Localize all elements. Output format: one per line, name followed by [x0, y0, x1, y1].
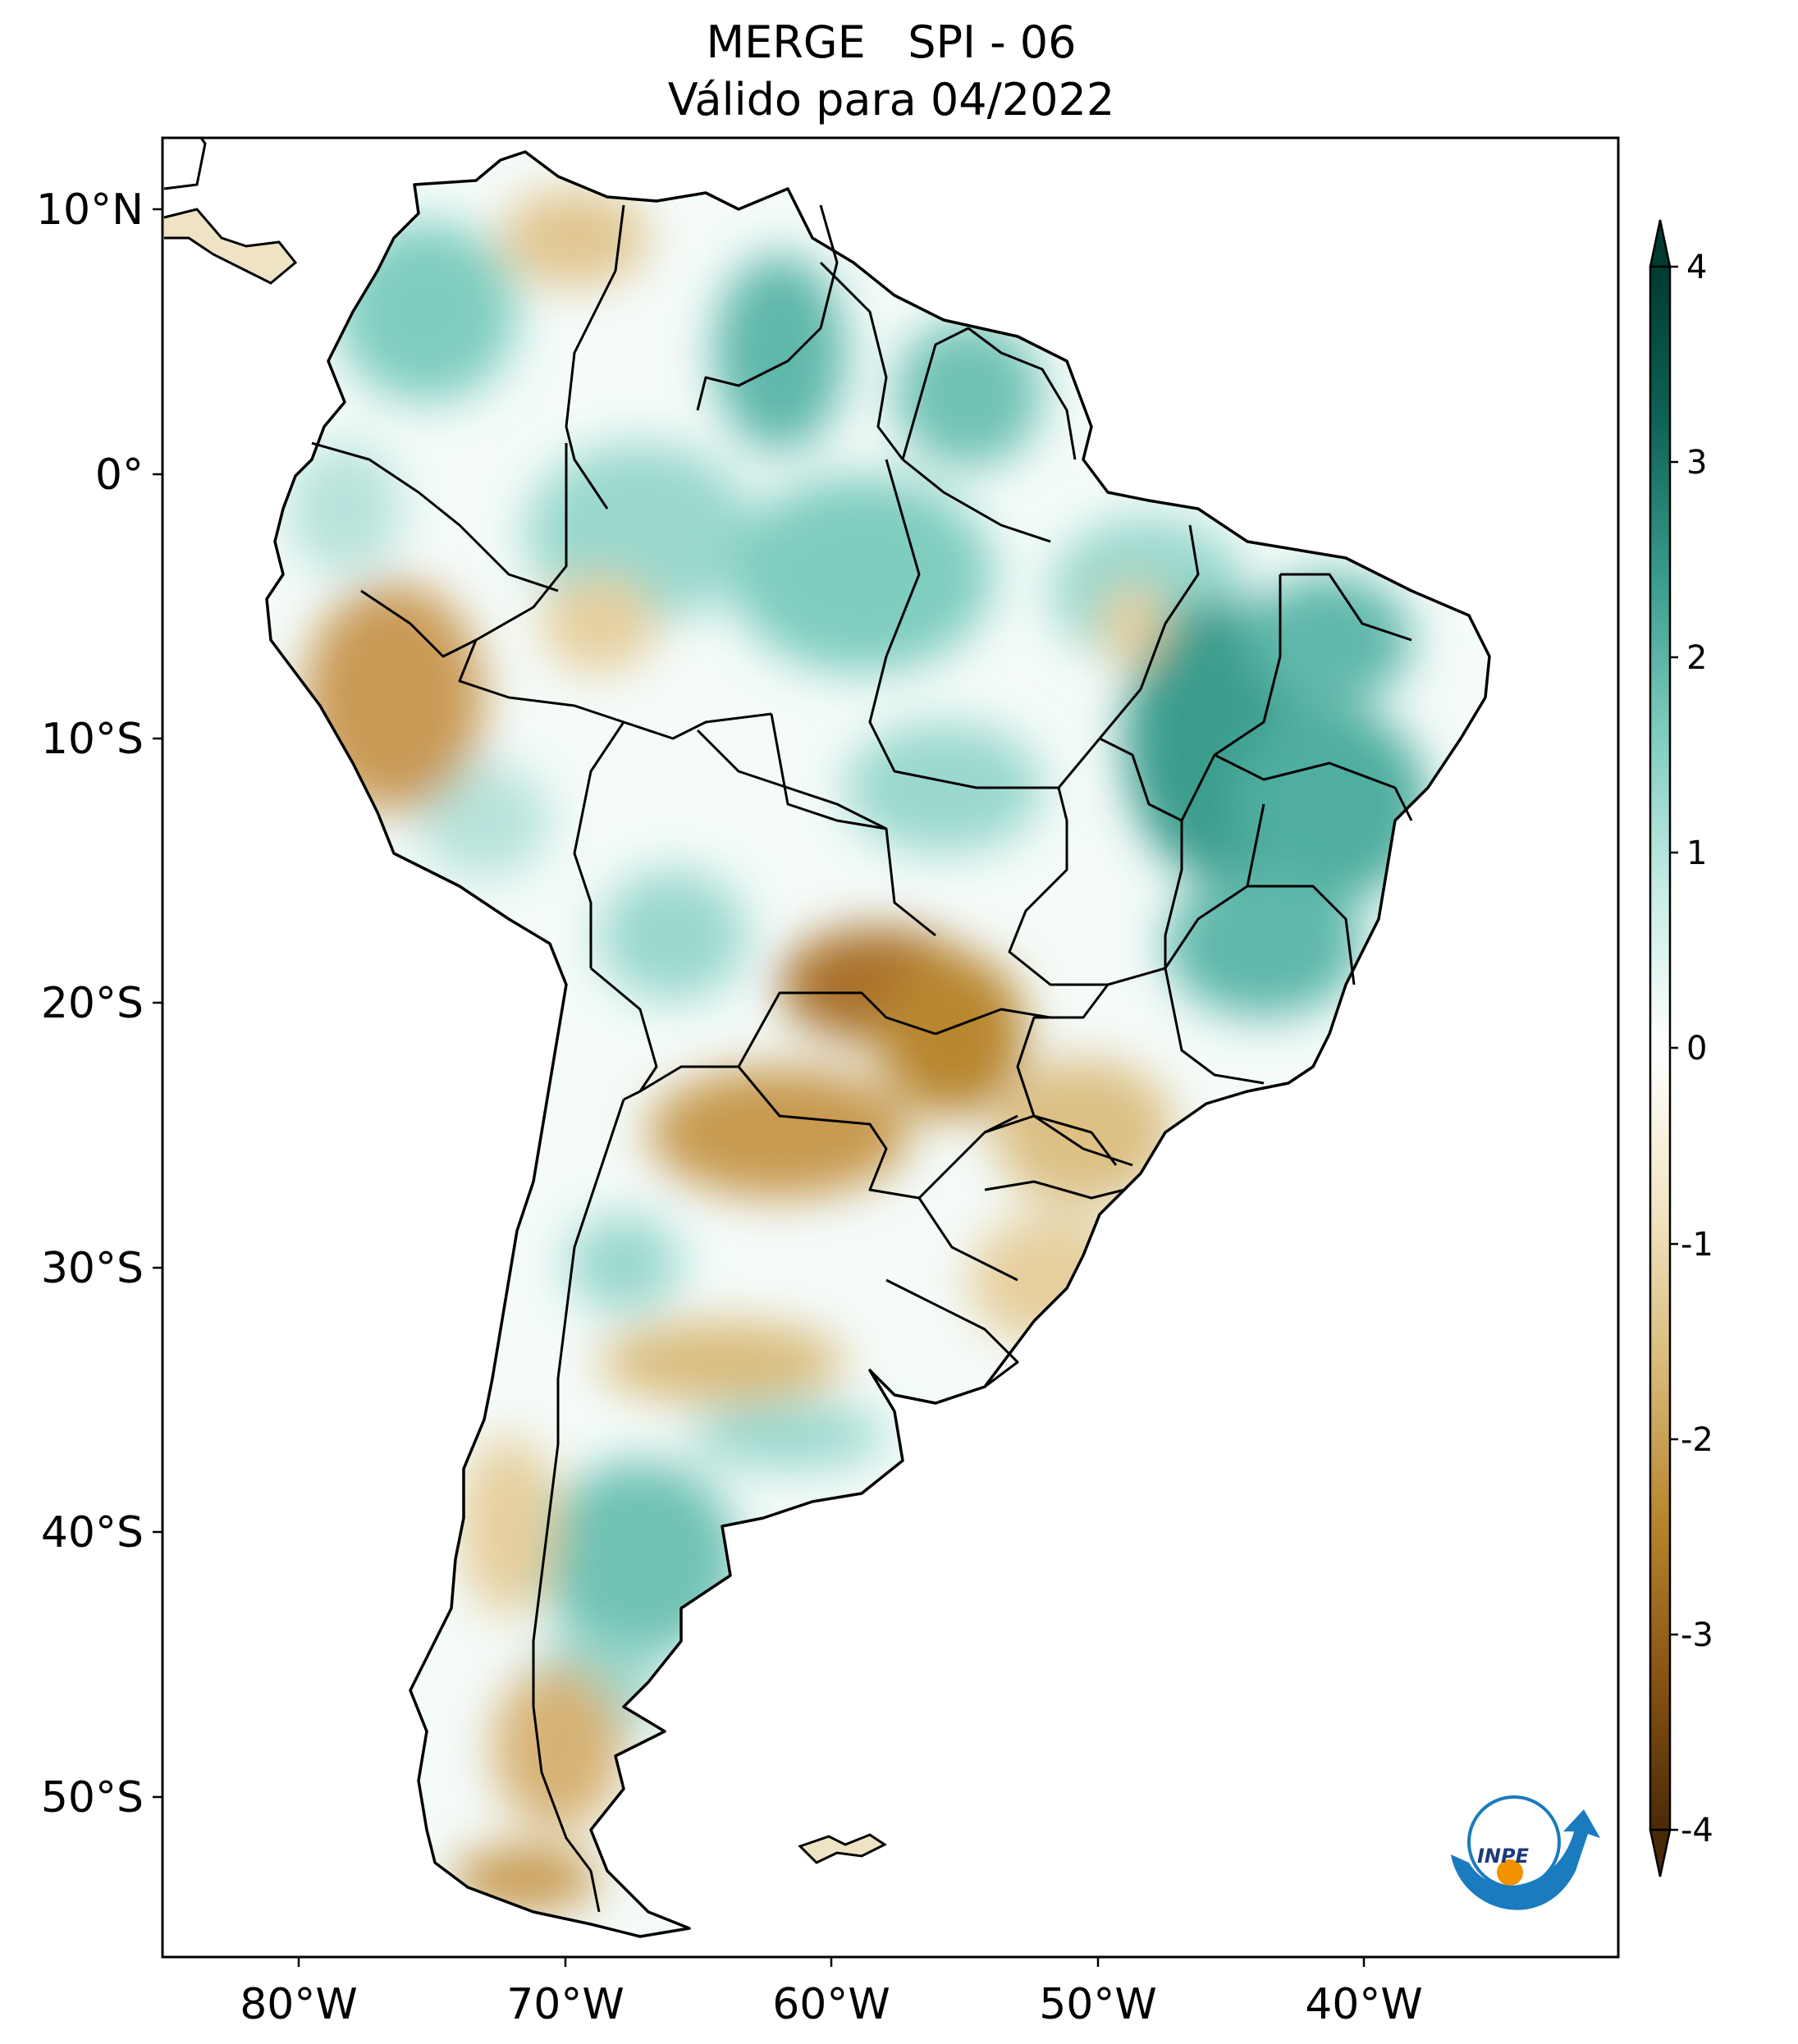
colorbar-tick-label: 2	[1686, 639, 1707, 677]
colorbar-tick-label: 4	[1686, 249, 1707, 286]
colorbar-tick-label: 3	[1686, 444, 1707, 482]
border-ceara	[1280, 573, 1412, 642]
border-para	[868, 459, 1142, 789]
border-santa-catarina	[984, 1180, 1125, 1200]
border-paraguay	[737, 1066, 1018, 1200]
map-frame	[161, 136, 1620, 1959]
map-title: MERGE SPI - 06	[706, 16, 1077, 68]
border-tierra-del-fuego	[589, 1870, 601, 1913]
lat-axis: 10°N 0° 10°S 20°S 30°S 40°S 50°S	[36, 185, 162, 1822]
border-peru-bolivia	[573, 721, 625, 968]
lat-tick-label: 0°	[95, 450, 144, 500]
colorbar-tick-label: -2	[1681, 1421, 1713, 1459]
border-brazil-west	[458, 443, 772, 740]
inpe-logo-icon: INPE	[1451, 1795, 1600, 1910]
lat-tick-label: 40°S	[41, 1508, 144, 1557]
border-piaui	[1180, 574, 1282, 821]
border-minas	[1164, 885, 1356, 985]
border-mato-grosso-sul	[935, 1008, 1051, 1036]
border-rondonia	[770, 713, 887, 830]
border-bolivia-south	[590, 967, 658, 1101]
colorbar-gradient	[1649, 265, 1672, 1831]
border-bahia-goias	[1246, 803, 1265, 887]
colorbar-extend-top	[1649, 219, 1672, 268]
colorbar-tick-label: -1	[1681, 1226, 1713, 1264]
border-guyana	[819, 261, 904, 460]
lon-tick-label: 80°W	[240, 1980, 358, 2029]
central-america	[163, 208, 298, 285]
lon-tick-label: 50°W	[1039, 1980, 1157, 2029]
falkland-islands	[798, 1833, 887, 1864]
border-french-guiana	[968, 327, 1077, 460]
border-venezuela-brazil	[696, 204, 839, 411]
lat-tick-label: 10°N	[36, 185, 144, 235]
political-borders	[311, 204, 1413, 1913]
border-chile-argentina	[532, 1099, 625, 1872]
lon-tick-label: 70°W	[506, 1980, 624, 2029]
colorbar-tick-label: -3	[1681, 1616, 1713, 1654]
border-sao-paulo	[1016, 984, 1133, 1167]
border-bolivia-east	[696, 729, 936, 937]
border-amapa	[902, 458, 1051, 543]
border-peru-north	[360, 589, 477, 658]
border-suriname	[901, 327, 969, 460]
border-maranhao-para	[1139, 524, 1200, 690]
lat-tick-label: 20°S	[41, 979, 144, 1028]
border-goias	[1008, 787, 1166, 986]
lat-tick-label: 10°S	[41, 715, 144, 764]
map-subtitle: Válido para 04/2022	[667, 74, 1115, 126]
spi-anomaly-blotches	[267, 189, 1428, 1912]
central-america-coast	[163, 137, 207, 190]
coastline	[265, 150, 1491, 1938]
colorbar-tick-label: 1	[1686, 835, 1707, 872]
border-colombia-venezuela	[565, 204, 625, 510]
lon-axis: 80°W 70°W 60°W 50°W 40°W	[240, 1957, 1423, 2029]
border-parana	[984, 1114, 1118, 1166]
border-argentina-brazil	[917, 1197, 1018, 1282]
lat-tick-label: 30°S	[41, 1244, 144, 1293]
lon-tick-label: 60°W	[772, 1980, 890, 2029]
border-bahia-north	[1214, 753, 1413, 821]
colorbar: 4 3 2 1 0 -1 -2 -3 -4	[1649, 219, 1713, 1877]
colorbar-extend-bottom	[1649, 1828, 1672, 1877]
border-minas-south	[1164, 967, 1265, 1085]
inpe-logo-text: INPE	[1477, 1845, 1530, 1868]
border-uruguay	[885, 1278, 1019, 1388]
lat-tick-label: 50°S	[41, 1773, 144, 1822]
border-paraguay-north	[639, 991, 936, 1093]
colorbar-tick-label: -4	[1681, 1812, 1713, 1850]
border-colombia-ecuador	[311, 441, 559, 592]
lon-tick-label: 40°W	[1305, 1980, 1423, 2029]
colorbar-tick-label: 0	[1686, 1030, 1707, 1068]
